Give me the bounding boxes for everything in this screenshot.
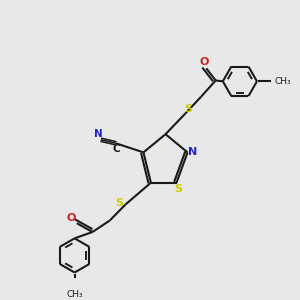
Text: N: N	[188, 147, 197, 158]
Text: CH₃: CH₃	[274, 77, 291, 86]
Text: S: S	[116, 198, 124, 208]
Text: S: S	[174, 184, 182, 194]
Text: O: O	[200, 57, 209, 67]
Text: N: N	[94, 129, 102, 139]
Text: CH₃: CH₃	[66, 290, 83, 299]
Text: C: C	[112, 144, 120, 154]
Text: O: O	[66, 213, 75, 223]
Text: S: S	[184, 104, 193, 114]
